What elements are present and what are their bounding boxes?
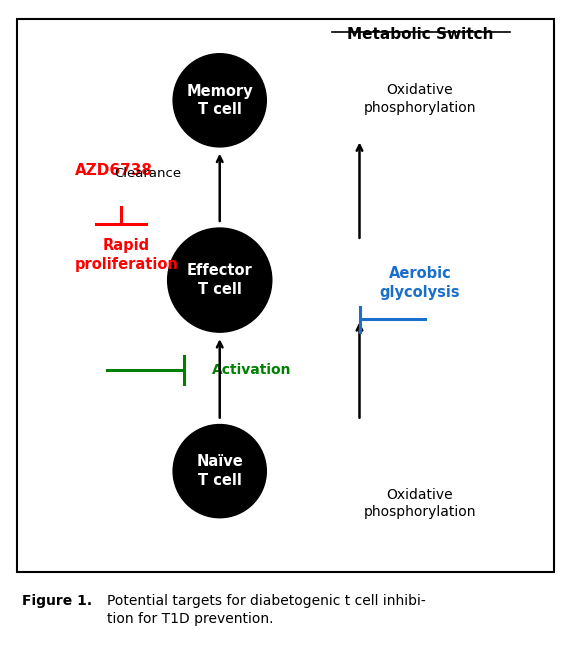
Text: Oxidative
phosphorylation: Oxidative phosphorylation bbox=[364, 488, 476, 520]
Ellipse shape bbox=[173, 54, 266, 147]
Text: Effector
T cell: Effector T cell bbox=[187, 263, 252, 297]
Text: Clearance: Clearance bbox=[114, 167, 182, 180]
Text: Oxidative
phosphorylation: Oxidative phosphorylation bbox=[364, 83, 476, 115]
Text: Aerobic
glycolysis: Aerobic glycolysis bbox=[380, 266, 460, 299]
FancyBboxPatch shape bbox=[17, 19, 554, 572]
Text: AZD6738: AZD6738 bbox=[74, 163, 152, 178]
Text: Potential targets for diabetogenic t cell inhibi-
tion for T1D prevention.: Potential targets for diabetogenic t cel… bbox=[107, 594, 426, 627]
Text: Activation: Activation bbox=[211, 363, 291, 377]
Text: Memory
T cell: Memory T cell bbox=[186, 83, 253, 117]
Text: Rapid
proliferation: Rapid proliferation bbox=[74, 238, 178, 272]
Text: Figure 1.: Figure 1. bbox=[22, 594, 93, 608]
Ellipse shape bbox=[168, 228, 272, 332]
Text: Naïve
T cell: Naïve T cell bbox=[196, 454, 243, 488]
Text: Metabolic Switch: Metabolic Switch bbox=[347, 27, 493, 42]
Ellipse shape bbox=[173, 424, 266, 518]
